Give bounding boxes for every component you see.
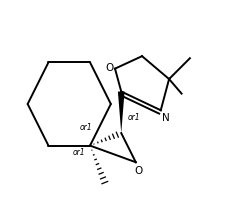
Text: or1: or1 bbox=[79, 123, 92, 132]
Text: O: O bbox=[134, 166, 142, 176]
Text: N: N bbox=[161, 113, 169, 123]
Text: or1: or1 bbox=[127, 113, 139, 122]
Text: O: O bbox=[105, 63, 113, 73]
Text: or1: or1 bbox=[72, 148, 85, 157]
Polygon shape bbox=[117, 92, 124, 133]
